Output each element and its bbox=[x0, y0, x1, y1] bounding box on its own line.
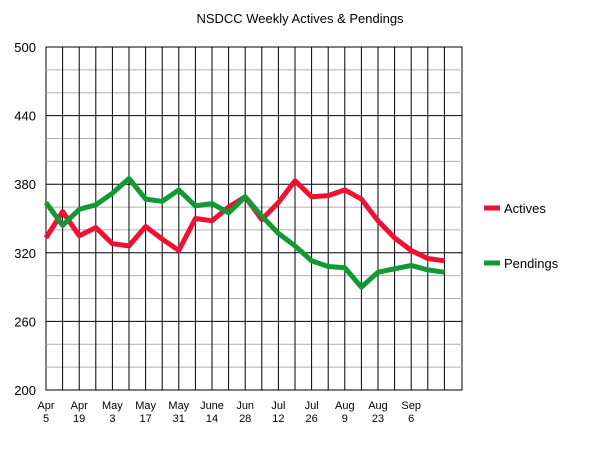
y-tick-label: 380 bbox=[14, 177, 36, 192]
x-tick-label: May 3 bbox=[102, 400, 123, 425]
x-tick-label: Jun 28 bbox=[236, 400, 254, 425]
x-tick-label: Jul 12 bbox=[271, 400, 285, 425]
x-tick-label: Apr 5 bbox=[37, 400, 54, 425]
x-tick-label: May 17 bbox=[135, 400, 156, 425]
chart-legend: Actives Pendings bbox=[484, 201, 559, 271]
plot-frame bbox=[45, 46, 463, 391]
y-tick-label: 260 bbox=[14, 314, 36, 329]
series-line-pendings bbox=[43, 176, 445, 290]
legend-label-actives: Actives bbox=[504, 201, 546, 216]
y-tick-label: 500 bbox=[14, 40, 36, 55]
chart-series bbox=[43, 176, 445, 290]
x-tick-label: Aug 23 bbox=[368, 400, 388, 425]
y-tick-label: 440 bbox=[14, 109, 36, 124]
x-tick-label: Sep 6 bbox=[401, 400, 421, 425]
legend-label-pendings: Pendings bbox=[504, 256, 559, 271]
x-tick-label: May 31 bbox=[168, 400, 189, 425]
x-tick-label: Apr 19 bbox=[71, 400, 88, 425]
x-tick-label: Jul 26 bbox=[305, 400, 319, 425]
x-tick-label: Aug 9 bbox=[335, 400, 355, 425]
chart-title: NSDCC Weekly Actives & Pendings bbox=[196, 11, 404, 26]
y-axis: 200 260 320 380 440 500 bbox=[14, 40, 36, 398]
y-tick-label: 200 bbox=[14, 383, 36, 398]
x-axis: Apr 5 Apr 19 May 3 May 17 May 31 June 14 Jun 28 Jul 12 J… bbox=[37, 400, 421, 425]
y-tick-label: 320 bbox=[14, 246, 36, 261]
x-tick-label: June 14 bbox=[200, 400, 224, 425]
